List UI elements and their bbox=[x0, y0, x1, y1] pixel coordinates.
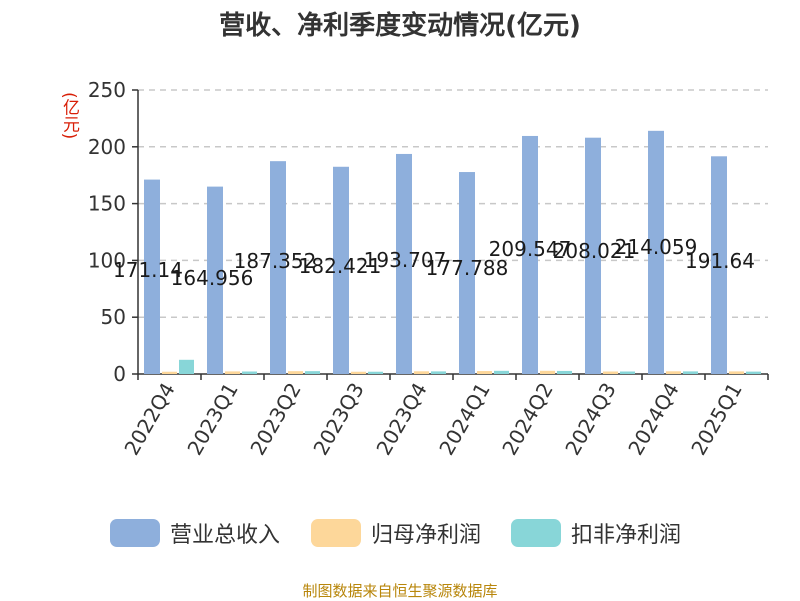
bar-revenue bbox=[270, 161, 286, 374]
chart-title: 营收、净利季度变动情况(亿元) bbox=[219, 11, 581, 41]
bar-deducted-net-profit bbox=[494, 370, 509, 374]
x-tick-label: 2024Q2 bbox=[497, 379, 557, 460]
legend-swatch bbox=[110, 519, 160, 547]
legend-label: 营业总收入 bbox=[170, 523, 281, 548]
data-label: 171.14 bbox=[113, 258, 183, 282]
bar-deducted-net-profit bbox=[179, 359, 194, 374]
bar-deducted-net-profit bbox=[368, 371, 383, 374]
bar-revenue bbox=[522, 135, 538, 374]
chart-legend: 营业总收入 归母净利润 扣非净利润 bbox=[0, 515, 800, 555]
bar-net-profit bbox=[162, 371, 177, 374]
x-tick-label: 2023Q1 bbox=[182, 379, 242, 460]
bar-net-profit bbox=[729, 371, 744, 374]
legend-item[interactable]: 营业总收入 bbox=[110, 515, 280, 551]
x-tick-label: 2022Q4 bbox=[119, 379, 179, 460]
data-label: 182.421 bbox=[299, 254, 382, 278]
bar-net-profit bbox=[414, 371, 429, 374]
legend-label: 扣非净利润 bbox=[571, 523, 682, 548]
bar-deducted-net-profit bbox=[746, 371, 761, 374]
y-tick-label: 0 bbox=[113, 362, 126, 386]
y-tick-label: 50 bbox=[101, 305, 126, 329]
x-tick-label: 2023Q4 bbox=[371, 379, 431, 460]
bar-deducted-net-profit bbox=[305, 371, 320, 374]
bar-deducted-net-profit bbox=[683, 371, 698, 374]
x-tick-label: 2023Q2 bbox=[245, 379, 305, 460]
data-label: 191.64 bbox=[685, 249, 755, 273]
data-label: 193.707 bbox=[364, 248, 447, 272]
x-tick-label: 2023Q3 bbox=[308, 379, 368, 460]
legend-label: 归母净利润 bbox=[371, 523, 482, 548]
y-tick-label: 250 bbox=[88, 78, 126, 102]
y-tick-label: 200 bbox=[88, 135, 126, 159]
bar-deducted-net-profit bbox=[431, 371, 446, 374]
legend-swatch bbox=[311, 519, 361, 547]
data-label: 214.059 bbox=[615, 235, 698, 259]
x-tick-label: 2024Q1 bbox=[434, 379, 494, 460]
legend-item[interactable]: 扣非净利润 bbox=[511, 515, 681, 551]
bar-net-profit bbox=[225, 371, 240, 374]
bar-net-profit bbox=[477, 371, 492, 374]
x-tick-label: 2024Q4 bbox=[623, 379, 683, 460]
bar-revenue bbox=[459, 172, 475, 374]
y-tick-label: 150 bbox=[88, 192, 126, 216]
x-tick-label: 2024Q3 bbox=[560, 379, 620, 460]
legend-item[interactable]: 归母净利润 bbox=[311, 515, 481, 551]
bar-revenue bbox=[207, 186, 223, 374]
data-label: 187.352 bbox=[234, 249, 317, 273]
bar-deducted-net-profit bbox=[557, 370, 572, 374]
bar-revenue bbox=[711, 156, 727, 374]
bar-net-profit bbox=[288, 371, 303, 374]
bar-revenue bbox=[396, 153, 412, 374]
bar-revenue bbox=[144, 179, 160, 374]
x-tick-label: 2025Q1 bbox=[686, 379, 746, 460]
bar-net-profit bbox=[603, 371, 618, 374]
data-label: 164.956 bbox=[171, 266, 254, 290]
bar-deducted-net-profit bbox=[620, 371, 635, 374]
data-label: 177.788 bbox=[426, 256, 509, 280]
y-axis-unit-label: (亿元) bbox=[59, 92, 79, 140]
bar-net-profit bbox=[351, 371, 366, 374]
bar-net-profit bbox=[666, 371, 681, 374]
bar-deducted-net-profit bbox=[242, 371, 257, 374]
data-source-note: 制图数据来自恒生聚源数据库 bbox=[302, 582, 498, 600]
bar-revenue bbox=[648, 130, 664, 374]
legend-swatch bbox=[511, 519, 561, 547]
bar-revenue bbox=[585, 137, 601, 374]
data-label: 208.021 bbox=[553, 239, 636, 263]
bar-net-profit bbox=[540, 370, 555, 374]
data-label: 209.547 bbox=[489, 237, 572, 261]
y-tick-label: 100 bbox=[88, 248, 126, 272]
bar-revenue bbox=[333, 166, 349, 374]
